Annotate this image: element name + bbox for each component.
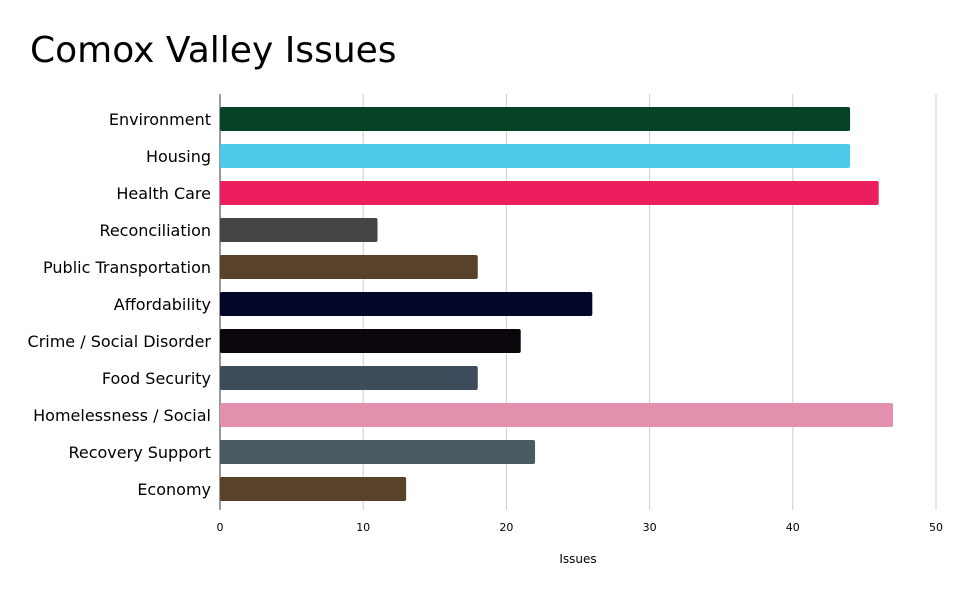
x-axis-label: Issues — [559, 552, 596, 566]
category-label: Environment — [109, 110, 211, 129]
x-tick-label: 50 — [929, 521, 943, 534]
category-label: Housing — [146, 147, 211, 166]
x-tick-label: 30 — [643, 521, 657, 534]
x-tick-label: 10 — [356, 521, 370, 534]
chart-title: Comox Valley Issues — [30, 30, 397, 71]
bar-health-care — [220, 181, 879, 205]
bar-crime-social-disorder — [220, 329, 521, 353]
category-label: Affordability — [114, 295, 211, 314]
x-tick-label: 40 — [786, 521, 800, 534]
category-label: Economy — [137, 480, 211, 499]
bar-public-transportation — [220, 255, 478, 279]
bar-affordability — [220, 292, 593, 316]
x-tick-label: 0 — [217, 521, 224, 534]
category-label: Homelessness / Social — [33, 406, 211, 425]
category-label: Reconciliation — [99, 221, 211, 240]
bar-homelessness-social — [220, 403, 894, 427]
category-label: Crime / Social Disorder — [28, 332, 212, 351]
bar-food-security — [220, 366, 478, 390]
bar-housing — [220, 144, 851, 168]
bar-recovery-support — [220, 440, 536, 464]
x-tick-label: 20 — [499, 521, 513, 534]
category-label: Health Care — [116, 184, 211, 203]
category-label: Recovery Support — [68, 443, 211, 462]
category-label: Food Security — [102, 369, 211, 388]
bar-economy — [220, 477, 407, 501]
category-label: Public Transportation — [43, 258, 211, 277]
bar-reconciliation — [220, 218, 378, 242]
bar-environment — [220, 107, 851, 131]
